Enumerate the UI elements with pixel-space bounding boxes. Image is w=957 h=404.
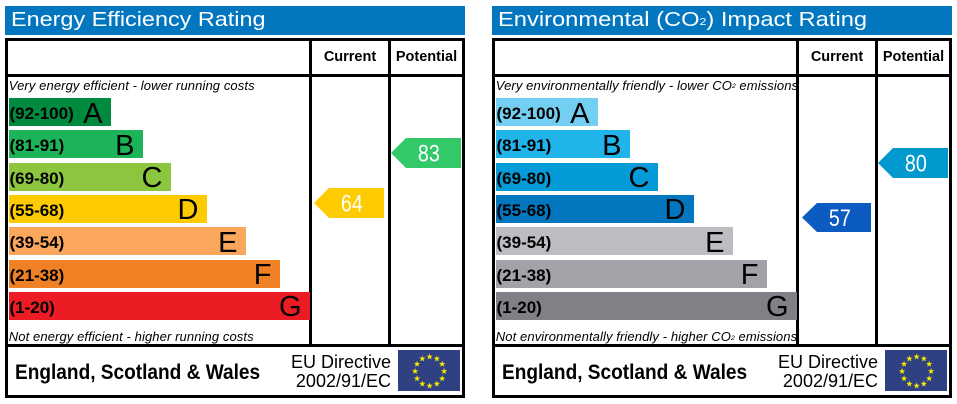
svg-text:64: 64 xyxy=(341,190,363,217)
svg-text:80: 80 xyxy=(904,150,926,177)
svg-text:83: 83 xyxy=(418,140,440,167)
svg-text:57: 57 xyxy=(829,204,851,231)
